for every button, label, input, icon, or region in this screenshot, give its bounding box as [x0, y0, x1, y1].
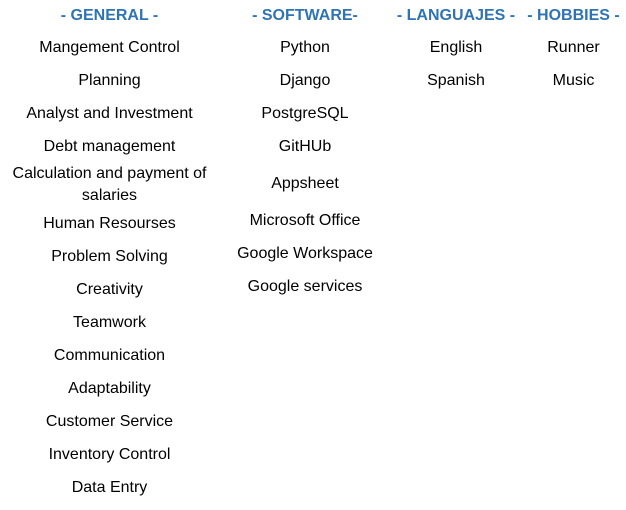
software-item: Appsheet: [271, 174, 339, 192]
software-item: Google Workspace: [237, 244, 373, 262]
software-item: Google services: [247, 277, 363, 295]
software-item: GitHUb: [278, 137, 332, 155]
software-item: PostgreSQL: [261, 104, 349, 122]
column-header-software: - SOFTWARE-: [252, 7, 358, 24]
language-item: Spanish: [427, 71, 485, 89]
general-item: Teamwork: [73, 313, 146, 331]
general-item: Inventory Control: [48, 445, 171, 463]
general-item: Data Entry: [71, 478, 148, 496]
column-header-languages: - LANGUAJES -: [396, 7, 516, 24]
general-item: Communication: [53, 346, 166, 364]
general-item: Customer Service: [45, 412, 174, 430]
general-item: Problem Solving: [51, 247, 168, 265]
general-item: Human Resourses: [43, 214, 176, 232]
column-header-general: - GENERAL -: [60, 7, 159, 24]
language-item: English: [429, 38, 483, 56]
hobby-item: Runner: [547, 38, 600, 56]
software-item: Microsoft Office: [249, 211, 361, 229]
general-item: Mangement Control: [39, 38, 180, 56]
column-header-hobbies: - HOBBIES -: [527, 7, 620, 24]
column-languages: - LANGUAJES - English Spanish: [391, 0, 521, 504]
general-item: Creativity: [76, 280, 143, 298]
software-item: Python: [280, 38, 330, 56]
column-general: - GENERAL - Mangement Control Planning A…: [0, 0, 219, 504]
general-item: Analyst and Investment: [26, 104, 193, 122]
column-software: - SOFTWARE- Python Django PostgreSQL Git…: [219, 0, 391, 504]
software-item: Django: [279, 71, 331, 89]
general-item: Adaptability: [68, 379, 151, 397]
hobby-item: Music: [552, 71, 595, 89]
general-item: Calculation and payment of salaries: [12, 165, 207, 204]
general-item: Debt management: [43, 137, 176, 155]
general-item: Planning: [78, 71, 141, 89]
column-hobbies: - HOBBIES - Runner Music: [521, 0, 626, 504]
